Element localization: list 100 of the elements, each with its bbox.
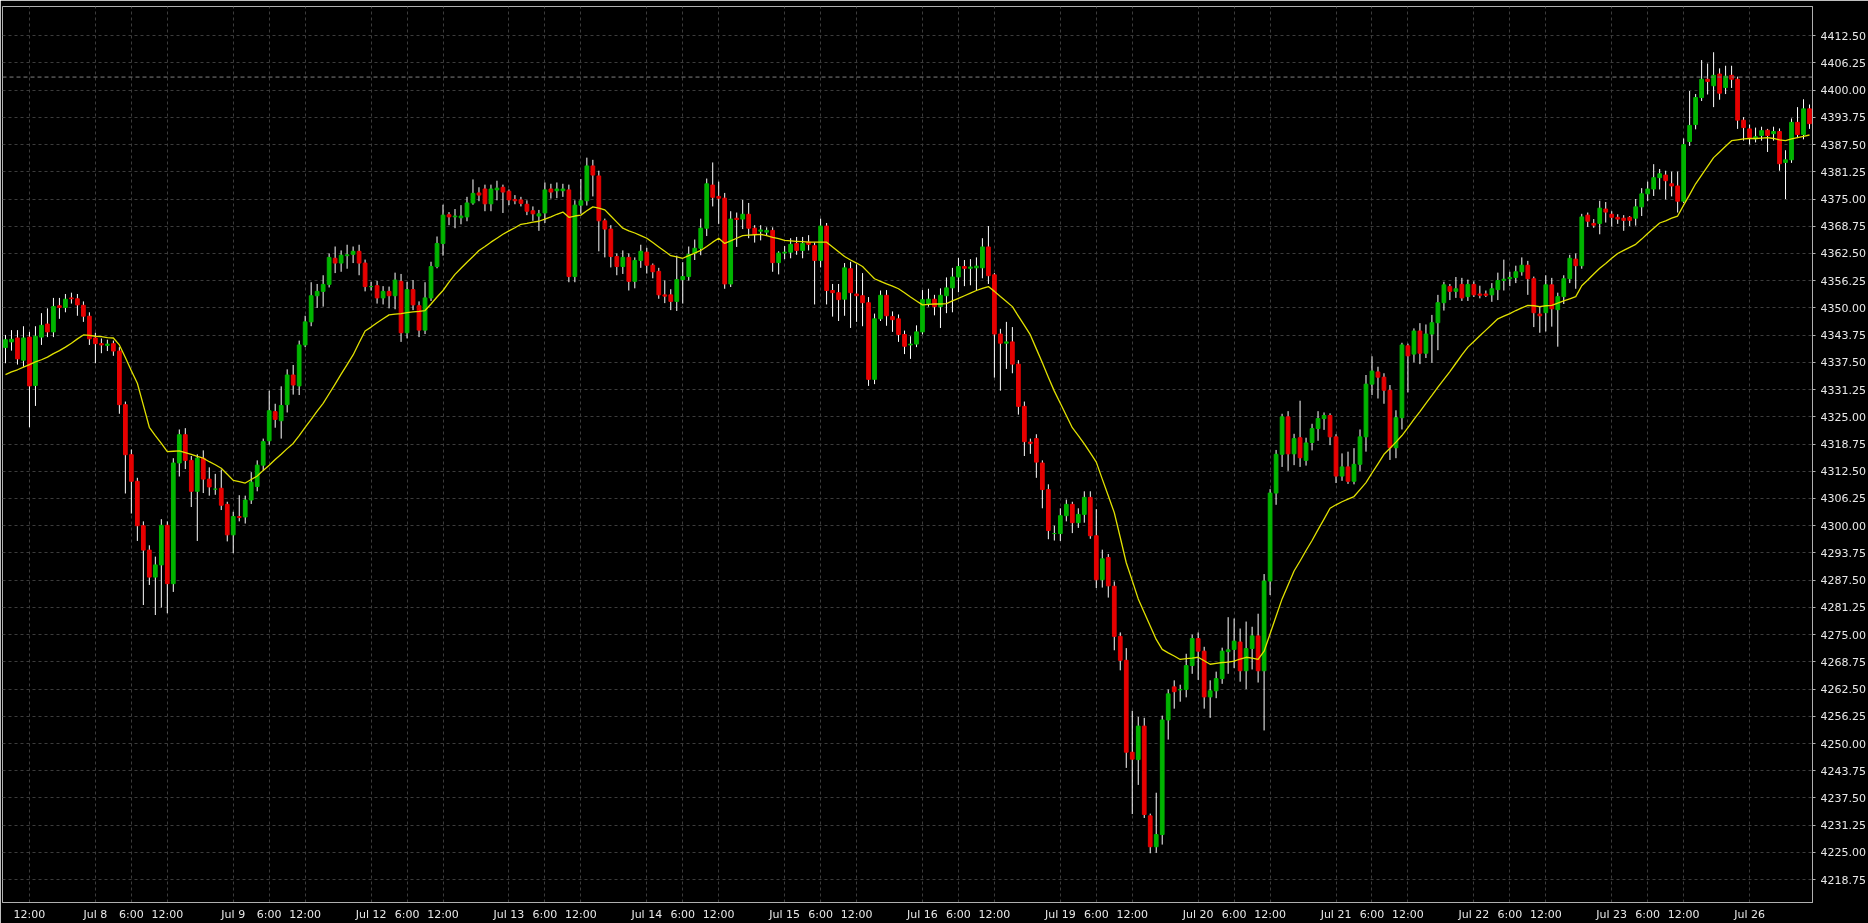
candlestick [812, 242, 817, 305]
y-tick-label: 4262.50 [1820, 683, 1866, 697]
y-tick-label: 4268.75 [1820, 655, 1866, 669]
candlestick [1537, 306, 1543, 334]
y-tick-label: 4412.50 [1820, 29, 1866, 43]
y-tick-label: 4331.25 [1820, 383, 1866, 397]
candlestick [278, 385, 284, 440]
candlestick [620, 249, 626, 275]
x-tick-label: Jul 16 [906, 907, 938, 921]
candlestick [962, 259, 967, 287]
y-tick-label: 4356.25 [1820, 274, 1866, 288]
y-tick-label: 4393.75 [1820, 111, 1866, 125]
x-tick-label: 12:00 [1392, 907, 1424, 921]
candlestick [57, 297, 62, 320]
x-tick-label: 12:00 [13, 907, 46, 921]
x-tick-label: 12:00 [289, 907, 322, 921]
candlestick [536, 209, 542, 232]
x-tick-label: Jul 15 [768, 907, 801, 921]
x-tick-label: Jul 20 [1181, 907, 1214, 921]
candlestick [212, 473, 218, 496]
candlestick [1339, 452, 1345, 482]
candlestick [1417, 322, 1423, 365]
candlestick [884, 289, 889, 327]
y-tick-label: 4243.75 [1820, 764, 1866, 778]
y-tick-label: 4406.25 [1820, 56, 1866, 70]
candlestick [1004, 321, 1009, 370]
candlestick [1717, 67, 1722, 101]
x-tick-label: 6:00 [394, 907, 420, 921]
candlestick [1099, 549, 1105, 589]
candlestick [63, 293, 68, 313]
candlestick [1573, 252, 1579, 290]
y-tick-label: 4218.75 [1820, 873, 1866, 887]
x-tick-label: 12:00 [1254, 907, 1286, 921]
x-tick-label: 6:00 [1635, 907, 1661, 921]
x-tick-label: 6:00 [1359, 907, 1385, 921]
y-tick-label: 4362.50 [1820, 247, 1866, 261]
y-tick-label: 4381.25 [1820, 165, 1866, 179]
y-tick-label: 4325.00 [1820, 410, 1866, 424]
candlestick [1309, 423, 1315, 451]
y-tick-label: 4281.25 [1820, 601, 1866, 615]
candlestick [1291, 433, 1297, 466]
candlestick [1447, 283, 1453, 301]
candlestick [350, 246, 356, 264]
candlestick [45, 307, 50, 338]
x-tick-label: 6:00 [256, 907, 282, 921]
candlestick [1663, 170, 1669, 200]
x-tick-label: Jul 23 [1595, 907, 1628, 921]
x-tick-label: 12:00 [978, 907, 1011, 921]
candlestick [1723, 65, 1728, 95]
candlestick [21, 325, 26, 368]
x-tick-label: Jul 8 [82, 907, 108, 921]
x-tick-label: Jul 13 [492, 907, 525, 921]
y-tick-label: 4343.75 [1820, 329, 1866, 343]
candlestick [1687, 90, 1692, 147]
x-tick-label: Jul 19 [1043, 907, 1076, 921]
y-tick-label: 4368.75 [1820, 220, 1866, 234]
y-tick-label: 4300.00 [1820, 519, 1866, 533]
candlestick [1807, 104, 1812, 130]
y-tick-label: 4231.25 [1820, 819, 1866, 833]
x-tick-label: Jul 26 [1733, 907, 1765, 921]
candlestick [1303, 437, 1309, 467]
candlestick [1453, 276, 1459, 299]
candlestick [1705, 63, 1710, 95]
y-tick-label: 4275.00 [1820, 628, 1866, 642]
candlestick [1297, 400, 1303, 468]
y-tick-label: 4375.00 [1820, 193, 1866, 207]
y-tick-label: 4387.50 [1820, 138, 1866, 152]
candlestick [1195, 631, 1201, 681]
candlestick [1747, 124, 1752, 146]
candlestick [1603, 201, 1609, 224]
y-tick-label: 4337.50 [1820, 356, 1866, 370]
y-tick-label: 4306.25 [1820, 492, 1866, 506]
x-tick-label: 6:00 [119, 907, 144, 921]
x-tick-label: 12:00 [151, 907, 184, 921]
candlestick [272, 403, 278, 429]
candlestick [626, 252, 632, 291]
candlestick [1405, 343, 1411, 393]
candlestick [1231, 618, 1237, 669]
candlestick [800, 236, 805, 259]
x-tick-label: Jul 22 [1457, 907, 1490, 921]
x-tick-label: 12:00 [1667, 907, 1700, 921]
x-tick-label: 6:00 [670, 907, 696, 921]
candlestick [446, 211, 452, 226]
candlestick [290, 364, 296, 396]
x-tick-label: Jul 12 [354, 907, 387, 921]
y-tick-label: 4256.25 [1820, 710, 1866, 724]
candlestick [236, 494, 242, 522]
x-tick-label: 12:00 [565, 907, 597, 921]
y-tick-label: 4400.00 [1820, 84, 1866, 98]
x-tick-label: 6:00 [1221, 907, 1247, 921]
candlestick [548, 183, 554, 200]
x-tick-label: Jul 21 [1319, 907, 1352, 921]
y-tick-label: 4287.50 [1820, 574, 1866, 588]
x-tick-label: 12:00 [1116, 907, 1149, 921]
candlestick [590, 159, 596, 197]
y-tick-label: 4237.50 [1820, 791, 1866, 805]
x-tick-label: 12:00 [840, 907, 873, 921]
candlestick [848, 261, 853, 329]
candlestick [1411, 327, 1417, 363]
candlestick [392, 272, 398, 310]
